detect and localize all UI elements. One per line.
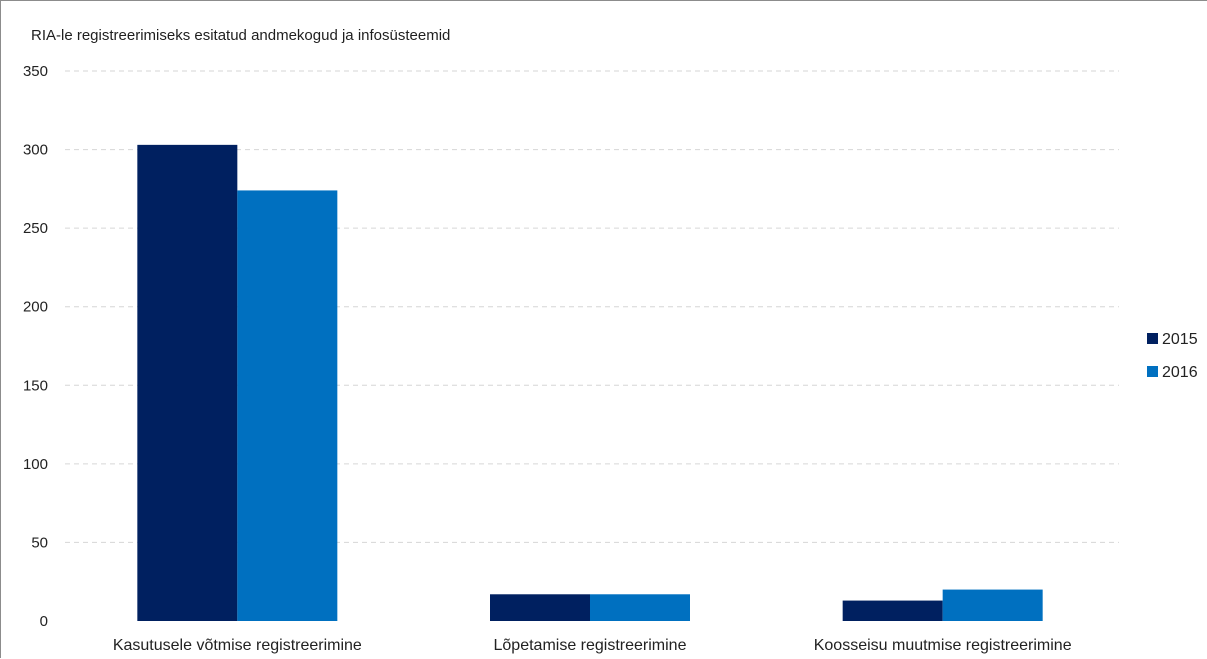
legend-label: 2016	[1162, 364, 1198, 381]
y-tick-label: 0	[40, 613, 48, 630]
legend-swatch	[1147, 366, 1158, 377]
y-tick-label: 300	[23, 142, 48, 159]
x-axis: Kasutusele võtmise registreerimine Lõpeta…	[113, 637, 1072, 654]
bar-2016-2	[942, 589, 1043, 621]
y-axis: 0 50 100 150 200 250 300 350	[23, 63, 48, 630]
bar-2016-1	[590, 594, 690, 621]
y-tick-label: 150	[23, 377, 48, 394]
y-tick-label: 350	[23, 63, 48, 80]
x-category-label: Koosseisu muutmise registreerimine	[814, 637, 1072, 654]
y-tick-label: 100	[23, 456, 48, 473]
legend: 2015 2016	[1147, 331, 1198, 381]
y-tick-label: 200	[23, 299, 48, 316]
legend-label: 2015	[1162, 331, 1198, 348]
x-category-label: Kasutusele võtmise registreerimine	[113, 637, 362, 654]
bar-2016-0	[237, 190, 338, 621]
bar-2015-0	[137, 144, 238, 621]
y-tick-label: 50	[31, 534, 48, 551]
bar-2015-2	[842, 600, 943, 621]
chart-title: RIA-le registreerimiseks esitatud andmek…	[31, 27, 450, 44]
legend-swatch	[1147, 333, 1158, 344]
x-category-label: Lõpetamise registreerimine	[494, 637, 687, 654]
y-tick-label: 250	[23, 220, 48, 237]
bar-2015-1	[490, 594, 590, 621]
bars	[137, 144, 1043, 621]
